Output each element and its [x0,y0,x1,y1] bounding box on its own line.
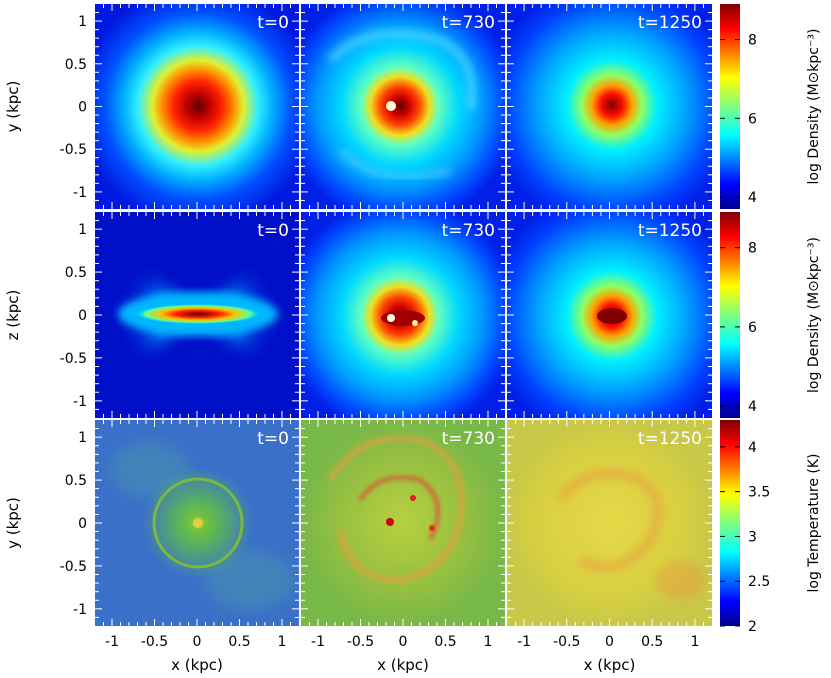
x-tick-label: -1 [311,634,325,650]
x-tick-label: 0.5 [228,634,250,650]
x-tick-label: 0 [399,634,408,650]
time-label: t=1250 [638,13,702,33]
y-tick-label: 0 [78,308,87,324]
panel-density-xy-t730 [301,4,505,209]
x-tick-label: -0.5 [553,634,580,650]
colorbar-tick-label: 4 [748,399,757,415]
x-tick-label: 1 [690,634,699,650]
y-tick-label: -0.5 [60,559,87,575]
y-tick-label: -1 [73,394,87,410]
time-label: t=730 [442,429,495,449]
time-label: t=0 [257,429,289,449]
time-label: t=1250 [638,221,702,241]
panel-temperature-xy-t1250 [507,420,712,626]
x-axis-label: x (kpc) [171,656,223,674]
time-label: t=1250 [638,429,702,449]
y-tick-label: -1 [73,602,87,618]
panel-density-xz-t730 [301,212,505,418]
y-tick-label: 0 [78,516,87,532]
colorbar-tick-label: 3 [748,529,757,545]
x-axis-label: x (kpc) [377,656,429,674]
y-axis-label: y (kpc) [4,497,22,549]
time-label: t=730 [442,13,495,33]
y-axis-label: z (kpc) [4,290,22,341]
x-tick-label: 0 [193,634,202,650]
y-tick-label: 0.5 [65,473,87,489]
colorbar-density-xy [720,4,740,209]
y-tick-label: 0 [78,100,87,116]
colorbar-label: log Density (M⊙kpc⁻³) [806,237,822,393]
y-tick-label: 1 [78,222,87,238]
colorbar-tick-label: 4 [748,440,757,456]
x-tick-label: 0.5 [641,634,663,650]
colorbar-temperature [720,420,740,626]
y-tick-label: -0.5 [60,351,87,367]
y-axis-label: y (kpc) [4,81,22,133]
panel-density-xz-t1250 [507,212,712,418]
x-axis-label: x (kpc) [584,656,636,674]
colorbar-tick-label: 6 [748,320,757,336]
colorbar-density-xz [720,212,740,418]
panel-density-xy-t1250 [507,4,712,209]
y-tick-label: -0.5 [60,142,87,158]
colorbar-tick-label: 4 [748,190,757,206]
y-tick-label: 1 [78,430,87,446]
y-tick-label: -1 [73,185,87,201]
time-label: t=0 [257,221,289,241]
x-tick-label: 0 [605,634,614,650]
panel-temperature-xy-t730 [301,420,505,626]
y-tick-label: 0.5 [65,265,87,281]
colorbar-tick-label: 6 [748,111,757,127]
x-tick-label: -1 [105,634,119,650]
colorbar-tick-label: 8 [748,241,757,257]
colorbar-label: log Temperature (K) [806,453,822,592]
colorbar-tick-label: 3.5 [748,485,770,501]
colorbar-tick-label: 2 [748,619,757,635]
y-tick-label: 1 [78,14,87,30]
panel-temperature-xy-t0 [95,420,299,626]
time-label: t=730 [442,221,495,241]
x-tick-label: 1 [484,634,493,650]
colorbar-tick-label: 2.5 [748,574,770,590]
panel-density-xy-t0 [95,4,299,209]
panel-density-xz-t0 [95,212,299,418]
x-tick-label: 0.5 [434,634,456,650]
y-tick-label: 0.5 [65,57,87,73]
colorbar-label: log Density (M⊙kpc⁻³) [806,29,822,185]
x-tick-label: -1 [517,634,531,650]
x-tick-label: -0.5 [347,634,374,650]
x-tick-label: 1 [278,634,287,650]
x-tick-label: -0.5 [141,634,168,650]
time-label: t=0 [257,13,289,33]
colorbar-tick-label: 8 [748,32,757,48]
